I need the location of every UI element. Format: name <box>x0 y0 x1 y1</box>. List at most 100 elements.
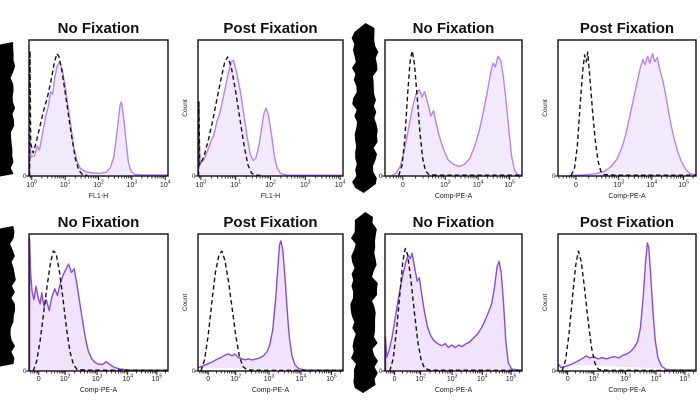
x-axis-label: Comp-PE-A <box>608 387 646 394</box>
x-axis-label: Comp-PE-A <box>435 193 473 200</box>
control-histogram-dashed <box>398 50 522 176</box>
y-zero-label: 0 <box>23 173 27 180</box>
control-histogram-dashed <box>200 250 343 372</box>
x-tick-label: 104 <box>647 180 658 190</box>
stained-sample-histogram <box>197 59 344 176</box>
x-tick-label: 105 <box>506 374 517 384</box>
x-axis-label: Comp-PE-A <box>80 387 118 394</box>
x-tick-label: 105 <box>504 180 515 190</box>
panel-title: No Fixation <box>413 20 495 37</box>
x-tick-label: 103 <box>613 180 624 190</box>
x-tick-label: 0 <box>566 376 570 383</box>
x-axis-label: Comp-PE-A <box>608 193 646 200</box>
x-tick-label: 105 <box>680 374 691 384</box>
x-tick-label: 0 <box>37 376 41 383</box>
redacted-label <box>350 212 378 393</box>
control-histogram-dashed <box>28 50 88 177</box>
x-tick-label: 104 <box>477 374 488 384</box>
x-tick-label: 0 <box>574 182 578 189</box>
x-axis-label: FL1-H <box>89 193 108 200</box>
y-zero-label: 0 <box>379 173 383 180</box>
x-tick-label: 0 <box>393 376 397 383</box>
y-axis-label: Count <box>182 99 189 117</box>
plot-border <box>28 233 169 372</box>
y-zero-label: 0 <box>192 368 196 375</box>
histogram-panel: 0 103 104 105 Post Fixation Comp-PE-A Count 0 <box>542 20 697 200</box>
panel-title: Post Fixation <box>223 214 317 231</box>
x-tick-label: 0 <box>401 182 405 189</box>
x-tick-label: 104 <box>651 374 662 384</box>
redacted-label <box>351 23 379 193</box>
stained-sample-histogram <box>568 52 697 177</box>
stained-sample-histogram <box>384 252 523 371</box>
x-tick-label: 104 <box>122 374 133 384</box>
panel-title: Post Fixation <box>580 20 674 37</box>
x-tick-label: 105 <box>326 374 337 384</box>
x-tick-label: 104 <box>160 180 171 190</box>
x-tick-label: 103 <box>92 374 103 384</box>
x-tick-label: 103 <box>264 374 275 384</box>
y-zero-label: 0 <box>379 368 383 375</box>
redacted-label <box>0 226 16 367</box>
x-tick-label: 101 <box>230 180 241 190</box>
stained-sample-histogram <box>391 55 523 177</box>
plot-border <box>197 233 344 372</box>
x-tick-label: 104 <box>473 180 484 190</box>
stained-sample-histogram <box>558 242 696 371</box>
x-tick-label: 104 <box>335 180 346 190</box>
panel-title: Post Fixation <box>223 20 317 37</box>
x-tick-label: 0 <box>206 376 210 383</box>
x-axis-label: FL1-H <box>261 193 280 200</box>
panel-title: No Fixation <box>58 20 140 37</box>
plot-border <box>557 39 697 177</box>
x-tick-label: 102 <box>60 374 71 384</box>
histogram-panel: 0 103 104 105 No Fixation Comp-PE-A 0 <box>379 20 523 200</box>
control-histogram-dashed <box>32 250 169 372</box>
x-tick-label: 102 <box>265 180 276 190</box>
y-axis-label: Count <box>542 99 549 117</box>
stained-sample-histogram <box>28 61 168 176</box>
x-tick-label: 103 <box>300 180 311 190</box>
control-histogram-dashed <box>561 250 697 372</box>
x-tick-label: 103 <box>447 374 458 384</box>
x-tick-label: 103 <box>440 180 451 190</box>
y-zero-label: 0 <box>552 173 556 180</box>
y-zero-label: 0 <box>192 173 196 180</box>
plot-border <box>557 233 697 372</box>
stained-sample-histogram <box>28 237 169 371</box>
y-axis-label: Count <box>182 294 189 312</box>
x-tick-label: 103 <box>127 180 138 190</box>
histogram-panel: 0 102 103 104 105 No Fixation Comp-PE-A 0 <box>379 214 523 394</box>
panel-title: No Fixation <box>58 214 140 231</box>
control-histogram-dashed <box>570 51 696 176</box>
x-tick-label: 104 <box>296 374 307 384</box>
panel-title: Post Fixation <box>580 214 674 231</box>
y-axis-label: Count <box>542 294 549 312</box>
histogram-panel: 100 101 102 103 104 No Fixation FL1-H 0 <box>23 20 171 200</box>
stained-sample-histogram <box>198 240 344 371</box>
control-histogram-dashed <box>197 56 262 177</box>
x-tick-label: 101 <box>60 180 71 190</box>
x-tick-label: 103 <box>620 374 631 384</box>
x-tick-label: 105 <box>152 374 163 384</box>
histogram-panel: 0 102 103 104 105 No Fixation Comp-PE-A 0 <box>23 214 169 394</box>
x-axis-label: Comp-PE-A <box>252 387 290 394</box>
plot-border <box>384 39 523 177</box>
x-tick-label: 102 <box>93 180 104 190</box>
x-tick-label: 100 <box>26 180 37 190</box>
plot-border <box>384 233 523 372</box>
panel-title: No Fixation <box>413 214 495 231</box>
histogram-panel: 0 102 103 104 105 Post Fixation Comp-PE-A Count… <box>182 214 344 394</box>
x-axis-label: Comp-PE-A <box>435 387 473 394</box>
x-tick-label: 102 <box>415 374 426 384</box>
control-histogram-dashed <box>389 247 523 372</box>
y-zero-label: 0 <box>23 368 27 375</box>
histogram-panel: 0 102 103 104 105 Post Fixation Comp-PE-A Count… <box>542 214 697 394</box>
y-zero-label: 0 <box>552 368 556 375</box>
x-tick-label: 102 <box>589 374 600 384</box>
x-tick-label: 100 <box>196 180 207 190</box>
redacted-label <box>0 42 16 177</box>
x-tick-label: 102 <box>230 374 241 384</box>
